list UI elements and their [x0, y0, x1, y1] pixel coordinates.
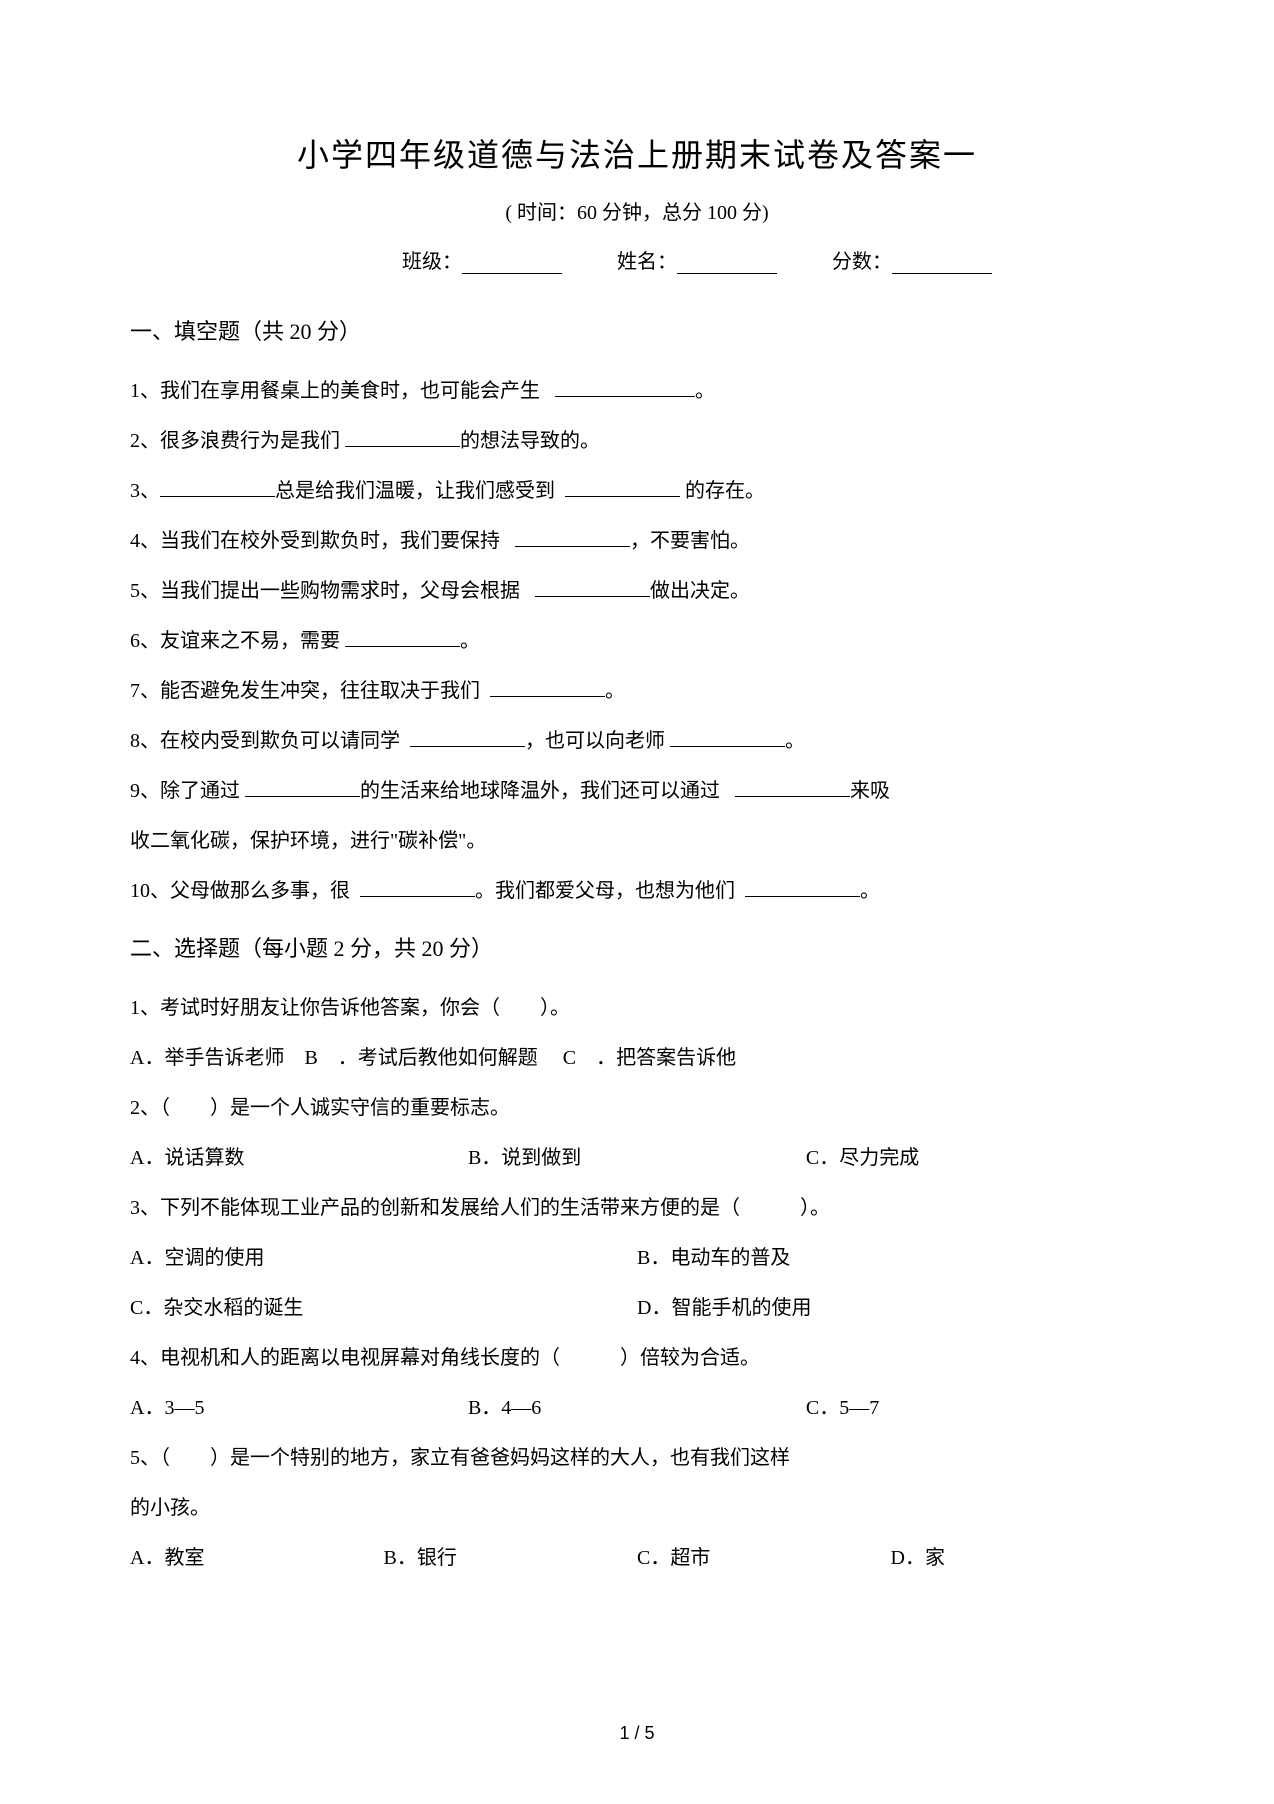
- choice-q5-options: A．教室 B．银行 C．超市 D．家: [130, 1538, 1144, 1578]
- q7-text-a: 7、能否避免发生冲突，往往取决于我们: [130, 680, 480, 702]
- q6-text-b: 。: [460, 630, 480, 652]
- q5-opt-b: B．银行: [384, 1538, 638, 1578]
- q9-text-b: 的生活来给地球降温外，我们还可以通过: [360, 780, 720, 802]
- choice-q1-options: A．举手告诉老师 B ．考试后教他如何解题 C ．把答案告诉他: [130, 1038, 1144, 1078]
- q5-blank: [535, 577, 650, 597]
- q4-opt-b: B．4—6: [468, 1388, 806, 1428]
- q5-text-b: 做出决定。: [650, 580, 750, 602]
- q10-text-a: 10、父母做那么多事，很: [130, 880, 350, 902]
- q7-blank: [490, 677, 605, 697]
- q10-text-c: 。: [860, 880, 880, 902]
- q2-text-a: 2、很多浪费行为是我们: [130, 430, 340, 452]
- q5-opt-d: D．家: [891, 1538, 1145, 1578]
- q1-text-b: 。: [695, 380, 715, 402]
- name-label: 姓名：: [617, 245, 677, 274]
- choice-q3-options-row1: A．空调的使用 B．电动车的普及: [130, 1238, 1144, 1278]
- q8-text-b: ，也可以向老师: [525, 730, 665, 752]
- fill-q10: 10、父母做那么多事，很 。我们都爱父母，也想为他们 。: [130, 871, 1144, 911]
- fill-q5: 5、当我们提出一些购物需求时，父母会根据 做出决定。: [130, 571, 1144, 611]
- q1-blank: [555, 377, 695, 397]
- q9-blank-2: [735, 777, 850, 797]
- q3-text-b: 总是给我们温暖，让我们感受到: [275, 480, 555, 502]
- q8-text-a: 8、在校内受到欺负可以请同学: [130, 730, 400, 752]
- choice-q2: 2、（ ）是一个人诚实守信的重要标志。: [130, 1088, 1144, 1128]
- q7-text-b: 。: [605, 680, 625, 702]
- fill-q9-line2: 收二氧化碳，保护环境，进行"碳补偿"。: [130, 821, 1144, 861]
- q3-opt-d: D．智能手机的使用: [637, 1288, 1144, 1328]
- exam-subtitle: ( 时间：60 分钟，总分 100 分): [130, 196, 1144, 225]
- q4-opt-a: A．3—5: [130, 1388, 468, 1428]
- choice-q3: 3、下列不能体现工业产品的创新和发展给人们的生活带来方便的是（ ）。: [130, 1188, 1144, 1228]
- q4-text-b: ，不要害怕。: [630, 530, 750, 552]
- q3-opt-a: A．空调的使用: [130, 1238, 637, 1278]
- q3-text-a: 3、: [130, 480, 160, 502]
- choice-q3-options-row2: C．杂交水稻的诞生 D．智能手机的使用: [130, 1288, 1144, 1328]
- fill-q2: 2、很多浪费行为是我们 的想法导致的。: [130, 421, 1144, 461]
- q2-text-b: 的想法导致的。: [460, 430, 600, 452]
- q1-text-a: 1、我们在享用餐桌上的美食时，也可能会产生: [130, 380, 540, 402]
- score-blank: [892, 252, 992, 274]
- page-number: 1 / 5: [0, 1723, 1274, 1744]
- choice-q1: 1、考试时好朋友让你告诉他答案，你会（ ）。: [130, 988, 1144, 1028]
- fill-q7: 7、能否避免发生冲突，往往取决于我们 。: [130, 671, 1144, 711]
- q9-text-a: 9、除了通过: [130, 780, 240, 802]
- fill-q9: 9、除了通过 的生活来给地球降温外，我们还可以通过 来吸: [130, 771, 1144, 811]
- q2-opt-c: C．尽力完成: [806, 1138, 1144, 1178]
- score-label: 分数：: [832, 245, 892, 274]
- q9-blank-1: [245, 777, 360, 797]
- q3-blank-2: [565, 477, 680, 497]
- choice-q4: 4、电视机和人的距离以电视屏幕对角线长度的（ ）倍较为合适。: [130, 1338, 1144, 1378]
- fill-q4: 4、当我们在校外受到欺负时，我们要保持 ，不要害怕。: [130, 521, 1144, 561]
- q2-opt-b: B．说到做到: [468, 1138, 806, 1178]
- q3-opt-c: C．杂交水稻的诞生: [130, 1288, 637, 1328]
- choice-q5-line2: 的小孩。: [130, 1488, 1144, 1528]
- q5-text-a: 5、当我们提出一些购物需求时，父母会根据: [130, 580, 520, 602]
- choice-q4-options: A．3—5 B．4—6 C．5—7: [130, 1388, 1144, 1428]
- section-1-header: 一、填空题（共 20 分）: [130, 314, 1144, 346]
- q10-blank-2: [745, 877, 860, 897]
- q9-text-d: 收二氧化碳，保护环境，进行"碳补偿"。: [130, 830, 486, 852]
- student-info-line: 班级： 姓名： 分数：: [130, 245, 1144, 274]
- q6-text-a: 6、友谊来之不易，需要: [130, 630, 340, 652]
- class-label: 班级：: [402, 245, 462, 274]
- section-2-header: 二、选择题（每小题 2 分，共 20 分）: [130, 931, 1144, 963]
- q5-opt-a: A．教室: [130, 1538, 384, 1578]
- fill-q1: 1、我们在享用餐桌上的美食时，也可能会产生 。: [130, 371, 1144, 411]
- q9-text-c: 来吸: [850, 780, 890, 802]
- fill-q8: 8、在校内受到欺负可以请同学 ，也可以向老师 。: [130, 721, 1144, 761]
- q5-opt-c: C．超市: [637, 1538, 891, 1578]
- q2-opt-a: A．说话算数: [130, 1138, 468, 1178]
- exam-title: 小学四年级道德与法治上册期末试卷及答案一: [130, 130, 1144, 176]
- q8-text-c: 。: [785, 730, 805, 752]
- q2-blank: [345, 427, 460, 447]
- q10-blank-1: [360, 877, 475, 897]
- q3-text-c: 的存在。: [680, 480, 765, 502]
- q10-text-b: 。我们都爱父母，也想为他们: [475, 880, 735, 902]
- name-blank: [677, 252, 777, 274]
- q8-blank-2: [670, 727, 785, 747]
- choice-q5-line1: 5、（ ）是一个特别的地方，家立有爸爸妈妈这样的大人，也有我们这样: [130, 1438, 1144, 1478]
- q8-blank-1: [410, 727, 525, 747]
- q3-blank-1: [160, 477, 275, 497]
- q4-opt-c: C．5—7: [806, 1388, 1144, 1428]
- choice-q2-options: A．说话算数 B．说到做到 C．尽力完成: [130, 1138, 1144, 1178]
- fill-q3: 3、 总是给我们温暖，让我们感受到 的存在。: [130, 471, 1144, 511]
- q6-blank: [345, 627, 460, 647]
- class-blank: [462, 252, 562, 274]
- q4-text-a: 4、当我们在校外受到欺负时，我们要保持: [130, 530, 500, 552]
- q4-blank: [515, 527, 630, 547]
- q3-opt-b: B．电动车的普及: [637, 1238, 1144, 1278]
- fill-q6: 6、友谊来之不易，需要 。: [130, 621, 1144, 661]
